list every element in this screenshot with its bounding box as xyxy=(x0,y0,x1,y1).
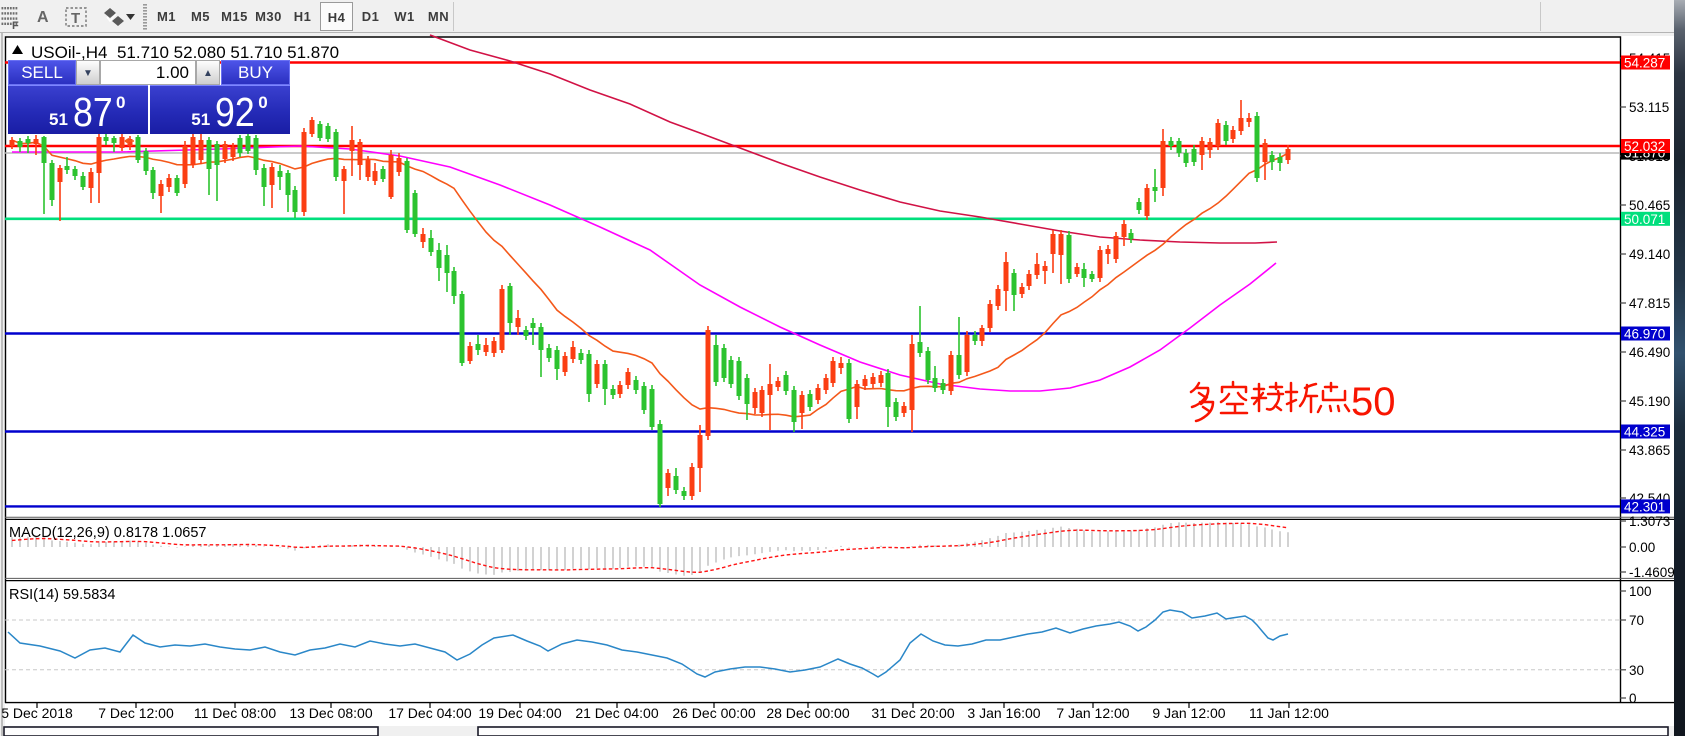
svg-text:11 Jan 12:00: 11 Jan 12:00 xyxy=(1249,705,1329,721)
svg-text:7 Dec 12:00: 7 Dec 12:00 xyxy=(98,705,174,721)
svg-text:54.287: 54.287 xyxy=(1624,56,1665,71)
svg-text:47.815: 47.815 xyxy=(1629,296,1670,311)
svg-text:T: T xyxy=(71,10,80,27)
svg-text:MACD(12,26,9) 0.8178 1.0657: MACD(12,26,9) 0.8178 1.0657 xyxy=(9,525,207,541)
svg-text:26 Dec 00:00: 26 Dec 00:00 xyxy=(672,705,755,721)
svg-text:46.490: 46.490 xyxy=(1629,345,1670,360)
svg-text:53.115: 53.115 xyxy=(1629,100,1669,115)
svg-text:46.970: 46.970 xyxy=(1624,327,1665,342)
svg-text:7 Jan 12:00: 7 Jan 12:00 xyxy=(1056,705,1129,721)
svg-text:11 Dec 08:00: 11 Dec 08:00 xyxy=(194,705,276,721)
svg-text:5 Dec 2018: 5 Dec 2018 xyxy=(1,705,73,721)
svg-text:28 Dec 00:00: 28 Dec 00:00 xyxy=(766,705,849,721)
svg-text:31 Dec 20:00: 31 Dec 20:00 xyxy=(871,705,954,721)
svg-text:21 Dec 04:00: 21 Dec 04:00 xyxy=(575,705,658,721)
svg-text:70: 70 xyxy=(1629,613,1644,628)
svg-text:52.032: 52.032 xyxy=(1624,139,1665,154)
svg-text:-1.4609: -1.4609 xyxy=(1629,565,1675,580)
svg-text:0: 0 xyxy=(1629,691,1637,706)
svg-text:F: F xyxy=(12,20,19,32)
svg-text:RSI(14) 59.5834: RSI(14) 59.5834 xyxy=(9,587,115,603)
svg-text:3 Jan 16:00: 3 Jan 16:00 xyxy=(967,705,1040,721)
svg-text:42.301: 42.301 xyxy=(1624,499,1665,514)
svg-text:9 Jan 12:00: 9 Jan 12:00 xyxy=(1152,705,1225,721)
svg-text:49.140: 49.140 xyxy=(1629,247,1670,262)
svg-text:1.3073: 1.3073 xyxy=(1629,514,1670,529)
svg-text:0.00: 0.00 xyxy=(1629,540,1655,555)
svg-text:A: A xyxy=(37,9,49,26)
svg-text:44.325: 44.325 xyxy=(1624,425,1665,440)
svg-text:50.465: 50.465 xyxy=(1629,198,1670,213)
svg-text:50: 50 xyxy=(1351,380,1396,424)
svg-text:50.071: 50.071 xyxy=(1624,212,1665,227)
svg-text:USOil-,H4 51.710 52.080 51.71: USOil-,H4 51.710 52.080 51.710 51.870 xyxy=(31,43,339,62)
svg-text:43.865: 43.865 xyxy=(1629,443,1670,458)
svg-text:100: 100 xyxy=(1629,584,1652,599)
svg-text:19 Dec 04:00: 19 Dec 04:00 xyxy=(478,705,561,721)
svg-text:17 Dec 04:00: 17 Dec 04:00 xyxy=(388,705,471,721)
svg-text:30: 30 xyxy=(1629,663,1644,678)
svg-text:13 Dec 08:00: 13 Dec 08:00 xyxy=(289,705,372,721)
svg-text:45.190: 45.190 xyxy=(1629,394,1670,409)
